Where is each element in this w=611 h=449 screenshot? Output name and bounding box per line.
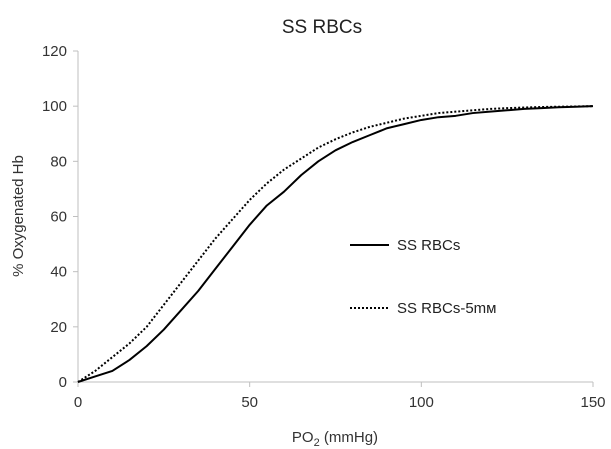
x-tick-label: 50 [241, 394, 258, 411]
series-line-ss-rbcs [77, 105, 594, 383]
x-tick-label: 100 [409, 394, 434, 411]
y-tick-label: 20 [50, 319, 67, 336]
y-tick-label: 80 [50, 153, 67, 170]
legend-label-ss-rbcs: SS RBCs [397, 237, 460, 254]
x-tick-label: 150 [580, 394, 605, 411]
chart-title: SS RBCs [282, 17, 362, 38]
y-tick-label: 100 [42, 98, 67, 115]
series-line-ss-rbcs-5mm [77, 105, 594, 383]
x-tick-label: 0 [74, 394, 82, 411]
x-axis-label: PO2 (mmHg) [292, 429, 378, 449]
y-tick-label: 40 [50, 264, 67, 281]
y-tick-label: 0 [59, 374, 67, 391]
x-axis-label-main: PO [292, 429, 314, 446]
x-axis-label-unit: (mmHg) [320, 429, 378, 446]
plot-area: 0 20 40 60 80 100 120 0 50 100 150 [42, 43, 606, 411]
legend-label-ss-rbcs-5mm: SS RBCs-5mм [397, 300, 497, 317]
y-axis-label: % Oxygenated Hb [10, 155, 27, 277]
x-axis-label-subscript: 2 [314, 437, 320, 449]
legend: SS RBCs SS RBCs-5mм [350, 237, 497, 317]
y-tick-label: 120 [42, 43, 67, 60]
y-tick-label: 60 [50, 209, 67, 226]
